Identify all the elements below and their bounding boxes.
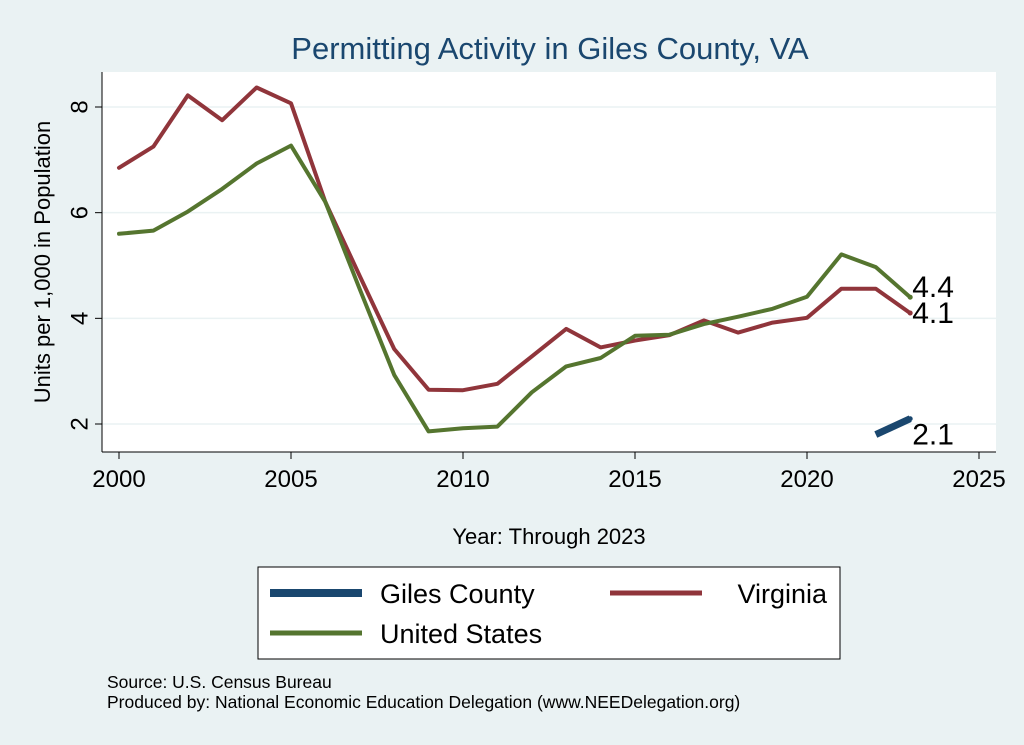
producer-note: Produced by: National Economic Education… (107, 692, 741, 712)
x-tick-label: 2025 (952, 466, 1005, 493)
y-axis-title: Units per 1,000 in Population (30, 121, 55, 404)
series-line-giles-county (874, 415, 912, 438)
y-tick-label: 6 (67, 206, 94, 219)
x-axis-title: Year: Through 2023 (452, 524, 645, 549)
legend-label-giles-county: Giles County (380, 579, 535, 609)
legend-label-united-states: United States (380, 619, 542, 649)
series-end-point-giles-county (907, 416, 913, 422)
axis-ticks: 2 4 6 8 2000 2005 2010 2015 2020 2025 (67, 100, 1006, 493)
legend-items: Giles County Virginia United States (270, 579, 828, 649)
x-tick-label: 2020 (780, 466, 833, 493)
gridlines (102, 106, 996, 425)
end-label-virginia: 4.1 (912, 297, 954, 330)
x-tick-label: 2015 (608, 466, 661, 493)
y-tick-label: 8 (67, 100, 94, 113)
x-tick-label: 2000 (92, 466, 145, 493)
legend-label-virginia: Virginia (737, 579, 828, 609)
end-label-giles-county: 2.1 (912, 419, 954, 452)
plot-area (102, 72, 996, 452)
source-note: Source: U.S. Census Bureau (107, 672, 332, 692)
chart-title: Permitting Activity in Giles County, VA (291, 31, 809, 66)
series-line-united-states (117, 143, 913, 434)
x-tick-label: 2010 (436, 466, 489, 493)
series-end-point-united-states (907, 294, 913, 300)
legend: Giles County Virginia United States (257, 566, 841, 660)
series-lines (117, 85, 913, 438)
end-labels: 2.1 4.14.4 (912, 271, 954, 452)
x-tick-label: 2005 (264, 466, 317, 493)
y-tick-label: 4 (67, 312, 94, 325)
series-end-point-virginia (907, 310, 913, 316)
end-label-united-states: 4.4 (912, 271, 954, 304)
y-tick-label: 2 (67, 417, 94, 430)
series-line-virginia (117, 85, 913, 393)
legend-box (257, 566, 841, 660)
